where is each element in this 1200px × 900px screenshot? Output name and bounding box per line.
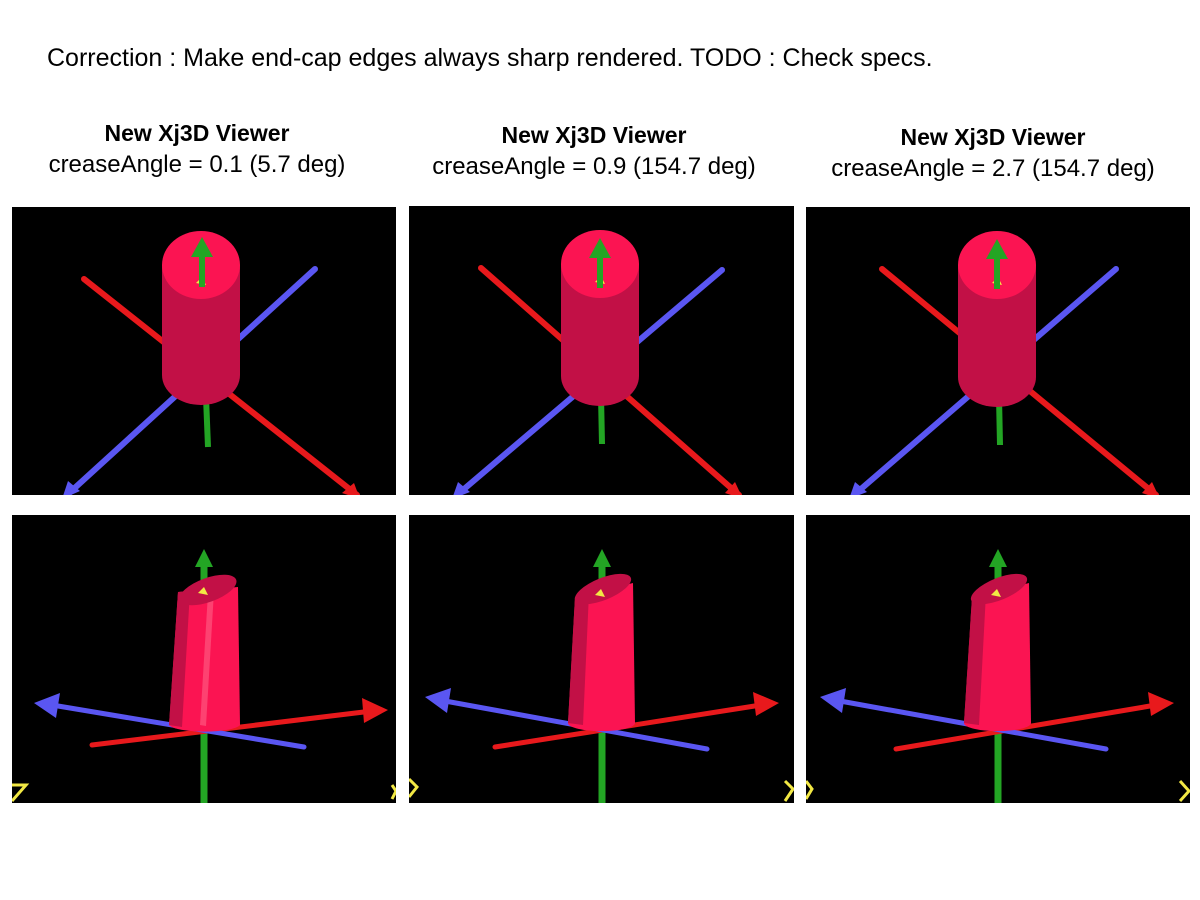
corner-axis-marker [806, 780, 814, 800]
x-axis-arrow-head [1142, 482, 1159, 495]
y-axis-arrow-head [593, 549, 611, 567]
viewer-bottom-3[interactable] [806, 515, 1190, 803]
z-axis-arrow-head [425, 688, 451, 713]
column-title: New Xj3D Viewer [900, 124, 1086, 150]
column-subtitle: creaseAngle = 0.1 (5.7 deg) [48, 151, 346, 178]
viewer-bottom-2[interactable] [409, 515, 794, 803]
y-axis-arrow-head [191, 237, 213, 257]
y-axis-arrow-head [989, 549, 1007, 567]
cylinder-highlight [200, 591, 214, 726]
cylinder-shading [964, 593, 986, 725]
y-axis-arrow-head [195, 549, 213, 567]
column-title: New Xj3D Viewer [104, 120, 290, 146]
corner-axis-marker [12, 783, 30, 802]
cylinder-shading [169, 591, 190, 727]
column-title: New Xj3D Viewer [501, 122, 687, 148]
corner-axis-marker [390, 784, 396, 800]
cylinder-cap [179, 574, 237, 606]
z-axis-arrow-head [453, 482, 470, 495]
scene-bottom-1 [12, 549, 396, 803]
viewer-bottom-1[interactable] [12, 515, 396, 803]
z-axis-arrow-head [820, 688, 846, 713]
corner-axis-marker [783, 779, 794, 802]
scene-bottom-2 [409, 549, 794, 803]
viewer-top-2[interactable] [409, 206, 794, 495]
marker-glyph [595, 589, 605, 597]
column-header-1: New Xj3D Viewer creaseAngle = 0.1 (5.7 d… [2, 118, 392, 182]
slide-note: Correction : Make end-cap edges always s… [47, 44, 933, 72]
cylinder-shape [958, 265, 1036, 407]
marker-glyph [198, 587, 208, 595]
column-header-3: New Xj3D Viewer creaseAngle = 2.7 (154.7… [798, 122, 1188, 186]
corner-axis-marker [409, 777, 420, 798]
scene-bottom-3 [806, 549, 1190, 803]
viewer-top-1[interactable] [12, 207, 396, 495]
corner-axis-marker [1178, 779, 1190, 803]
column-subtitle: creaseAngle = 0.9 (154.7 deg) [432, 153, 756, 180]
x-axis-arrow-head [725, 482, 742, 495]
scene-top-2 [453, 230, 742, 495]
scene-top-3 [850, 231, 1159, 495]
cylinder-shading [568, 593, 589, 725]
viewer-top-3[interactable] [806, 207, 1190, 495]
y-axis-arrow-head [589, 238, 611, 258]
x-axis-arrow-head [753, 692, 779, 716]
marker-glyph [991, 589, 1001, 597]
cylinder-shape [561, 264, 639, 406]
z-axis-arrow-head [63, 481, 80, 495]
cylinder-shape [162, 265, 240, 405]
cylinder-cap [970, 573, 1028, 605]
column-subtitle: creaseAngle = 2.7 (154.7 deg) [831, 155, 1155, 182]
column-header-2: New Xj3D Viewer creaseAngle = 0.9 (154.7… [399, 120, 789, 184]
z-axis-arrow-head [850, 482, 867, 495]
scene-top-1 [63, 231, 360, 495]
x-axis-arrow-head [362, 698, 388, 723]
z-axis-arrow-head [34, 693, 60, 718]
cylinder-cap [574, 573, 632, 605]
y-axis-arrow [203, 396, 211, 448]
x-axis-arrow-head [1148, 692, 1174, 716]
x-axis-arrow-head [342, 483, 359, 495]
y-axis-arrow-head [986, 239, 1008, 259]
